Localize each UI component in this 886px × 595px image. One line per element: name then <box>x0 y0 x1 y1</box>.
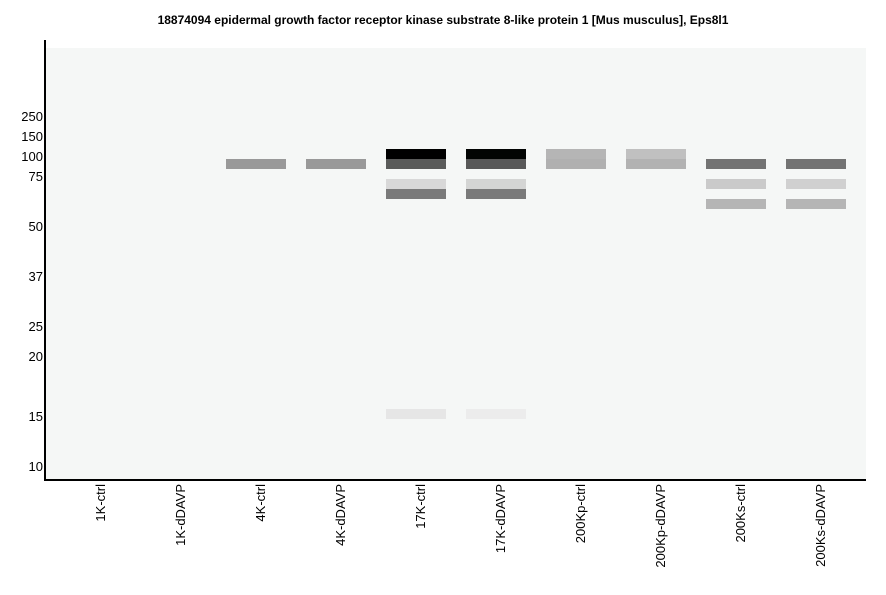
band <box>546 159 606 169</box>
lane-label: 1K-ctrl <box>93 484 108 522</box>
lane-label: 4K-ctrl <box>253 484 268 522</box>
band <box>706 179 766 189</box>
marker-label: 10 <box>29 459 43 474</box>
band <box>466 149 526 159</box>
band <box>626 159 686 169</box>
band <box>466 409 526 419</box>
band <box>466 189 526 199</box>
band <box>386 189 446 199</box>
band <box>786 159 846 169</box>
band <box>546 149 606 159</box>
band <box>386 149 446 159</box>
marker-label: 20 <box>29 349 43 364</box>
blot-background <box>46 48 866 479</box>
band <box>706 159 766 169</box>
marker-label: 150 <box>21 129 43 144</box>
lane-label: 17K-ctrl <box>413 484 428 529</box>
band <box>786 199 846 209</box>
lane-label: 200Ks-dDAVP <box>813 484 828 567</box>
band <box>386 409 446 419</box>
lane-label: 17K-dDAVP <box>493 484 508 553</box>
chart-title: 18874094 epidermal growth factor recepto… <box>158 13 729 27</box>
marker-label: 75 <box>29 169 43 184</box>
band <box>786 179 846 189</box>
lane-label: 1K-dDAVP <box>173 484 188 546</box>
lane-label: 4K-dDAVP <box>333 484 348 546</box>
band <box>306 159 366 169</box>
band <box>466 159 526 169</box>
band <box>466 179 526 189</box>
lane-label: 200Ks-ctrl <box>733 484 748 543</box>
marker-label: 250 <box>21 109 43 124</box>
band <box>226 159 286 169</box>
marker-label: 37 <box>29 269 43 284</box>
marker-label: 25 <box>29 319 43 334</box>
lane-label: 200Kp-dDAVP <box>653 484 668 568</box>
lane-label: 200Kp-ctrl <box>573 484 588 543</box>
band <box>386 159 446 169</box>
band <box>386 179 446 189</box>
marker-label: 15 <box>29 409 43 424</box>
band <box>626 149 686 159</box>
band <box>706 199 766 209</box>
marker-label: 50 <box>29 219 43 234</box>
marker-label: 100 <box>21 149 43 164</box>
